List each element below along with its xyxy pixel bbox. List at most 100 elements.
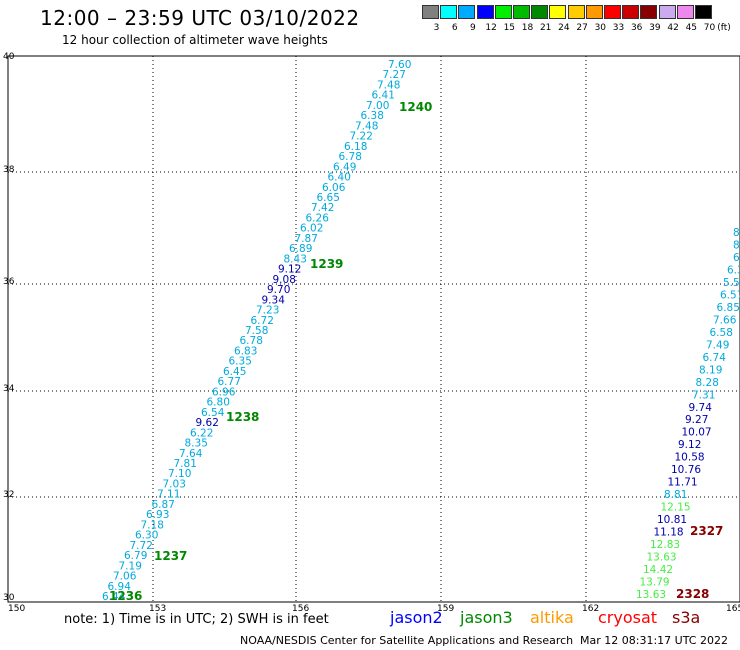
- swh-value: 7.23: [256, 305, 279, 317]
- legend-swatch: [585, 5, 603, 19]
- swh-value: 6.65: [317, 192, 340, 204]
- legend-label: 45: [685, 23, 698, 33]
- satellite-label-jason2: jason2: [390, 608, 443, 627]
- swh-value: 6.78: [240, 335, 263, 347]
- swh-value: 6.06: [322, 182, 346, 194]
- swh-value: 13.63: [636, 589, 666, 601]
- legend-swatch: [695, 5, 712, 19]
- legend-label: 36: [630, 23, 643, 33]
- swh-value: 8: [733, 227, 740, 239]
- legend-label: 39: [649, 23, 661, 33]
- swh-value: 7.60: [388, 59, 411, 71]
- x-tick-label: 159: [437, 604, 454, 614]
- y-tick-label: 32: [3, 490, 14, 500]
- page-subtitle: 12 hour collection of altimeter wave hei…: [62, 33, 328, 47]
- swh-value: 6.18: [344, 141, 367, 153]
- satellite-label-jason3: jason3: [460, 608, 513, 627]
- legend-label: 70: [703, 23, 716, 33]
- legend-unit: (ft): [717, 23, 731, 33]
- swh-value: 7.64: [179, 448, 203, 460]
- swh-value: 9.70: [267, 284, 290, 296]
- legend-label: 27: [576, 23, 588, 33]
- swh-value: 6.45: [223, 366, 246, 378]
- legend-swatch: [531, 5, 549, 19]
- footer-credit: NOAA/NESDIS Center for Satellite Applica…: [240, 634, 574, 647]
- swh-value: 6.40: [328, 172, 351, 184]
- pass-time-label: 2327: [690, 524, 723, 538]
- swh-value: 6.26: [306, 212, 330, 224]
- legend-label: 30: [594, 23, 607, 33]
- swh-value: 8: [733, 239, 740, 251]
- swh-value: 7.49: [706, 339, 729, 351]
- legend-swatch: [622, 5, 640, 19]
- swh-value: 9.12: [678, 439, 701, 451]
- legend-swatch: [640, 5, 658, 19]
- swh-value: 6.41: [372, 90, 395, 102]
- swh-value: 7.66: [713, 314, 737, 326]
- swh-value: 8.43: [284, 253, 307, 265]
- swh-value: 7.81: [174, 458, 197, 470]
- swh-value: 6.96: [212, 386, 236, 398]
- swh-value: 11.18: [654, 527, 684, 539]
- swh-value: 11.71: [668, 477, 698, 489]
- legend-label: 24: [558, 23, 570, 33]
- legend-label: 33: [612, 23, 625, 33]
- y-tick-label: 30: [3, 593, 15, 603]
- swh-value: 6.80: [207, 397, 230, 409]
- swh-value: 8.35: [185, 438, 208, 450]
- swh-value: 7.58: [245, 325, 268, 337]
- satellite-label-s3a: s3a: [672, 608, 701, 627]
- y-tick-label: 36: [3, 277, 15, 287]
- legend-label: 42: [667, 23, 679, 33]
- swh-value: 7.11: [157, 489, 180, 501]
- swh-value: 6.72: [251, 315, 274, 327]
- x-tick-label: 150: [8, 604, 25, 614]
- swh-value: 6.79: [124, 550, 147, 562]
- legend-swatch: [567, 5, 585, 19]
- swh-value: 10.76: [671, 464, 701, 476]
- swh-value: 6.77: [218, 376, 241, 388]
- swh-value: 7.42: [311, 202, 334, 214]
- swh-value: 7.72: [130, 540, 153, 552]
- swh-value: 6.74: [703, 352, 727, 364]
- swh-value: 7.19: [119, 560, 142, 572]
- swh-value: 6.94: [108, 581, 132, 593]
- satellite-label-cryosat: cryosat: [598, 608, 658, 627]
- satellite-label-altika: altika: [530, 608, 574, 627]
- swh-value: 5.5: [723, 277, 740, 289]
- x-tick-label: 162: [582, 604, 599, 614]
- track-2-values: 886.6.35.56.576.857.666.587.496.748.198.…: [636, 227, 740, 601]
- x-tick-label: 153: [149, 604, 166, 614]
- swh-value: 7.27: [383, 69, 406, 81]
- swh-value: 6.85: [717, 302, 740, 314]
- legend-label: 21: [539, 23, 552, 33]
- legend-label: 12: [485, 23, 497, 33]
- pass-time-label: 1239: [310, 257, 343, 271]
- y-tick-label: 40: [3, 52, 15, 62]
- legend-swatch: [604, 5, 621, 19]
- swh-value: 13.79: [640, 577, 670, 589]
- swh-value: 8.19: [699, 364, 722, 376]
- swh-value: 6.93: [146, 509, 169, 521]
- tick-labels: 150 153 156 159 162 165 30 32 34 36 38 40: [3, 52, 740, 614]
- swh-value: 6.83: [234, 345, 257, 357]
- legend-swatch: [458, 5, 476, 19]
- swh-value: 7.31: [692, 389, 715, 401]
- pass-time-label: 1238: [226, 410, 259, 424]
- swh-value: 10.81: [657, 514, 687, 526]
- swh-value: 8.28: [696, 377, 719, 389]
- legend-swatch: [676, 5, 694, 19]
- swh-value: 13.63: [647, 552, 677, 564]
- legend-swatch: [422, 5, 439, 19]
- swh-value: 6.89: [289, 243, 312, 255]
- track-labels: 1240 1239 1238 1237 1236 2327 2328: [109, 100, 723, 603]
- x-tick-label: 165: [726, 604, 740, 614]
- swh-value: 7.06: [113, 571, 137, 583]
- legend-label: 15: [503, 23, 516, 33]
- legend-label: 3: [433, 23, 440, 33]
- swh-value: 6.78: [339, 151, 362, 163]
- pass-time-label: 1240: [399, 100, 432, 114]
- swh-value: 7.03: [163, 478, 186, 490]
- pass-time-label: 1237: [154, 549, 187, 563]
- swh-value: 9.27: [685, 414, 708, 426]
